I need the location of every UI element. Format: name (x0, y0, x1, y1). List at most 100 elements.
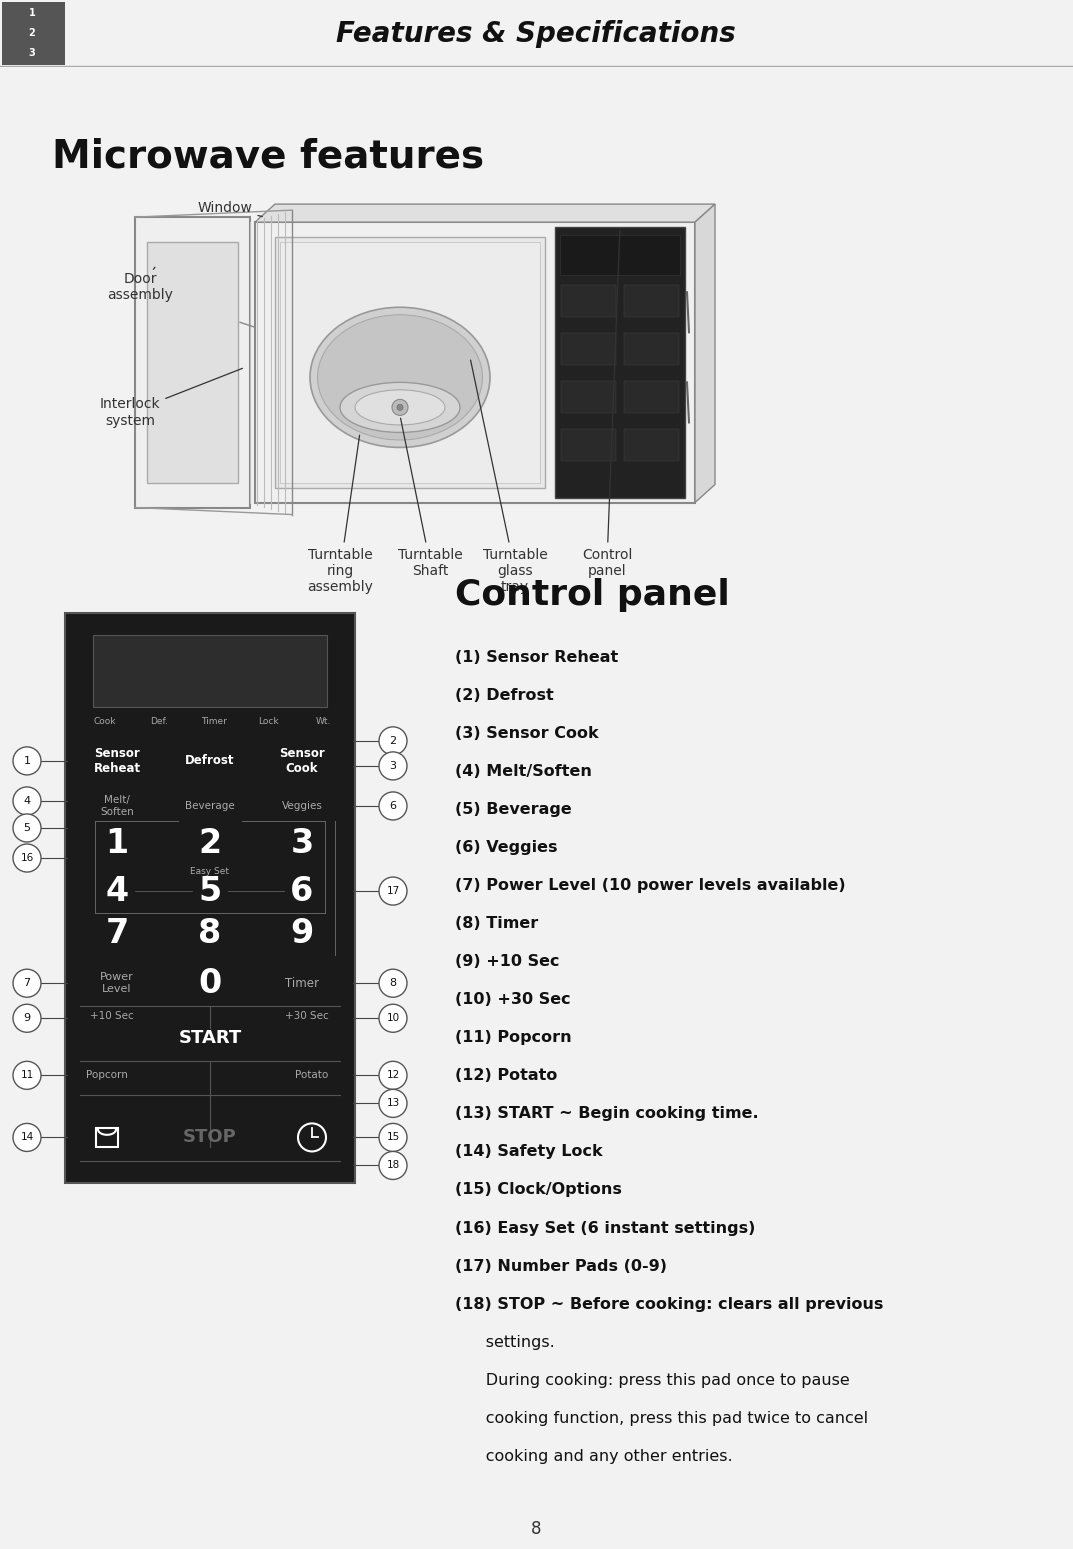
Text: Turntable
glass
tray: Turntable glass tray (471, 359, 547, 593)
Text: Control
panel: Control panel (582, 229, 632, 578)
Text: 0: 0 (199, 967, 222, 999)
Text: Cook: Cook (93, 717, 116, 726)
Circle shape (13, 1123, 41, 1151)
Circle shape (379, 792, 407, 819)
Text: START: START (178, 1029, 241, 1047)
Text: 2: 2 (389, 736, 397, 747)
Text: Timer: Timer (201, 717, 226, 726)
Circle shape (379, 1061, 407, 1089)
FancyBboxPatch shape (280, 242, 540, 482)
FancyBboxPatch shape (255, 222, 695, 502)
Text: Features & Specifications: Features & Specifications (336, 20, 736, 48)
Text: (14) Safety Lock: (14) Safety Lock (455, 1145, 603, 1160)
FancyBboxPatch shape (624, 381, 679, 414)
Text: Door
assembly: Door assembly (107, 266, 173, 302)
Circle shape (379, 970, 407, 998)
Text: Easy Set: Easy Set (191, 867, 230, 877)
Text: (10) +30 Sec: (10) +30 Sec (455, 993, 571, 1007)
Text: Potato: Potato (295, 1070, 328, 1080)
Text: Sensor
Reheat: Sensor Reheat (93, 747, 141, 774)
Text: 14: 14 (20, 1132, 33, 1143)
Text: cooking function, press this pad twice to cancel: cooking function, press this pad twice t… (455, 1411, 868, 1425)
Circle shape (13, 1004, 41, 1032)
Text: 6: 6 (389, 801, 397, 812)
Text: 2: 2 (29, 28, 35, 39)
Text: 9: 9 (24, 1013, 30, 1024)
Text: Wt.: Wt. (315, 717, 330, 726)
Text: Beverage: Beverage (186, 801, 235, 812)
Text: 2: 2 (199, 827, 221, 860)
Text: (18) STOP ~ Before cooking: clears all previous: (18) STOP ~ Before cooking: clears all p… (455, 1297, 883, 1312)
Text: 1: 1 (29, 8, 35, 19)
Text: 4: 4 (24, 796, 30, 805)
FancyBboxPatch shape (561, 429, 616, 462)
Ellipse shape (310, 307, 490, 448)
Text: Power
Level: Power Level (100, 973, 134, 994)
Text: 11: 11 (20, 1070, 33, 1080)
Text: (8) Timer: (8) Timer (455, 915, 539, 931)
Text: 17: 17 (386, 886, 399, 895)
Text: (17) Number Pads (0-9): (17) Number Pads (0-9) (455, 1259, 667, 1273)
FancyBboxPatch shape (624, 429, 679, 462)
Text: +30 Sec: +30 Sec (285, 1011, 329, 1021)
Text: Popcorn: Popcorn (86, 1070, 128, 1080)
Text: Turntable
ring
assembly: Turntable ring assembly (307, 435, 373, 593)
Circle shape (13, 813, 41, 843)
Text: Timer: Timer (285, 977, 319, 990)
Text: (12) Potato: (12) Potato (455, 1069, 557, 1083)
Text: 8: 8 (199, 917, 222, 950)
Circle shape (379, 877, 407, 905)
Text: 3: 3 (29, 48, 35, 57)
Ellipse shape (355, 390, 445, 424)
Text: Def.: Def. (150, 717, 168, 726)
Text: 5: 5 (24, 823, 30, 833)
Text: 7: 7 (24, 979, 30, 988)
Text: Window: Window (197, 201, 262, 217)
Text: 9: 9 (291, 917, 313, 950)
Text: (5) Beverage: (5) Beverage (455, 802, 572, 816)
Text: settings.: settings. (455, 1335, 555, 1349)
FancyBboxPatch shape (2, 2, 65, 65)
Circle shape (379, 751, 407, 779)
Text: 3: 3 (291, 827, 313, 860)
Text: (7) Power Level (10 power levels available): (7) Power Level (10 power levels availab… (455, 878, 846, 894)
Text: 1: 1 (105, 827, 129, 860)
Text: Microwave features: Microwave features (52, 136, 484, 175)
FancyBboxPatch shape (624, 333, 679, 366)
Text: (3) Sensor Cook: (3) Sensor Cook (455, 726, 599, 740)
Text: (1) Sensor Reheat: (1) Sensor Reheat (455, 649, 618, 665)
Polygon shape (255, 204, 715, 222)
Text: (6) Veggies: (6) Veggies (455, 840, 558, 855)
FancyBboxPatch shape (561, 285, 616, 318)
Text: 12: 12 (386, 1070, 399, 1080)
Ellipse shape (318, 314, 483, 440)
Text: Interlock
system: Interlock system (100, 369, 242, 428)
Text: (16) Easy Set (6 instant settings): (16) Easy Set (6 instant settings) (455, 1221, 755, 1236)
FancyBboxPatch shape (624, 285, 679, 318)
Text: Veggies: Veggies (281, 801, 323, 812)
Text: 10: 10 (386, 1013, 399, 1024)
Text: 1: 1 (24, 756, 30, 765)
Text: (13) START ~ Begin cooking time.: (13) START ~ Begin cooking time. (455, 1106, 759, 1121)
Polygon shape (695, 204, 715, 502)
Circle shape (13, 844, 41, 872)
Text: 8: 8 (531, 1520, 541, 1538)
Text: +10 Sec: +10 Sec (90, 1011, 134, 1021)
Text: Control panel: Control panel (455, 578, 730, 612)
Text: 6: 6 (291, 875, 313, 908)
Circle shape (397, 404, 403, 410)
Text: 5: 5 (199, 875, 222, 908)
Circle shape (13, 787, 41, 815)
FancyBboxPatch shape (93, 635, 327, 706)
Text: 15: 15 (386, 1132, 399, 1143)
Text: Sensor
Cook: Sensor Cook (279, 747, 325, 774)
FancyBboxPatch shape (135, 217, 250, 508)
Text: During cooking: press this pad once to pause: During cooking: press this pad once to p… (455, 1372, 850, 1388)
Circle shape (379, 1004, 407, 1032)
Text: Lock: Lock (259, 717, 279, 726)
Text: STOP: STOP (183, 1128, 237, 1146)
Text: (11) Popcorn: (11) Popcorn (455, 1030, 572, 1046)
Circle shape (13, 747, 41, 774)
FancyBboxPatch shape (560, 235, 680, 276)
Text: Melt/
Soften: Melt/ Soften (100, 795, 134, 816)
